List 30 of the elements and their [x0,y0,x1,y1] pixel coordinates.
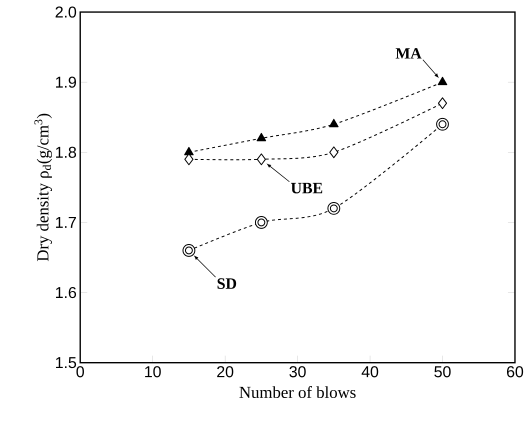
x-axis-title: Number of blows [239,386,356,398]
point [256,133,266,142]
point [327,202,340,215]
point [438,97,448,110]
x-tick-label: 10 [145,366,161,378]
x-tick-label: 60 [507,366,524,378]
y-tick-label: 1.6 [56,287,76,298]
point [184,154,194,166]
point [329,146,338,158]
y-tick-label: 2.0 [56,6,76,18]
point [329,118,339,128]
y-tick-label: 1.8 [56,146,76,158]
annotation: UBE [290,183,322,194]
x-tick-label: 30 [289,366,306,378]
annotation: MA [396,48,422,59]
x-tick-label: 0 [76,366,84,378]
y-tick-label: 1.7 [56,217,76,228]
point [182,244,196,258]
point [184,147,194,156]
point [438,76,448,86]
y-tick-label: 1.9 [56,76,76,88]
point [254,216,268,229]
x-tick-label: 40 [362,366,378,378]
x-tick-label: 20 [217,366,234,378]
x-tick-label: 50 [434,366,451,378]
y-tick-label: 1.5 [56,357,76,368]
point [256,154,266,166]
point [436,118,449,131]
y-axis-title: Dry density ρ$_{d}$(g/cm$^{3}$) [34,114,52,262]
annotation: SD [218,278,236,290]
